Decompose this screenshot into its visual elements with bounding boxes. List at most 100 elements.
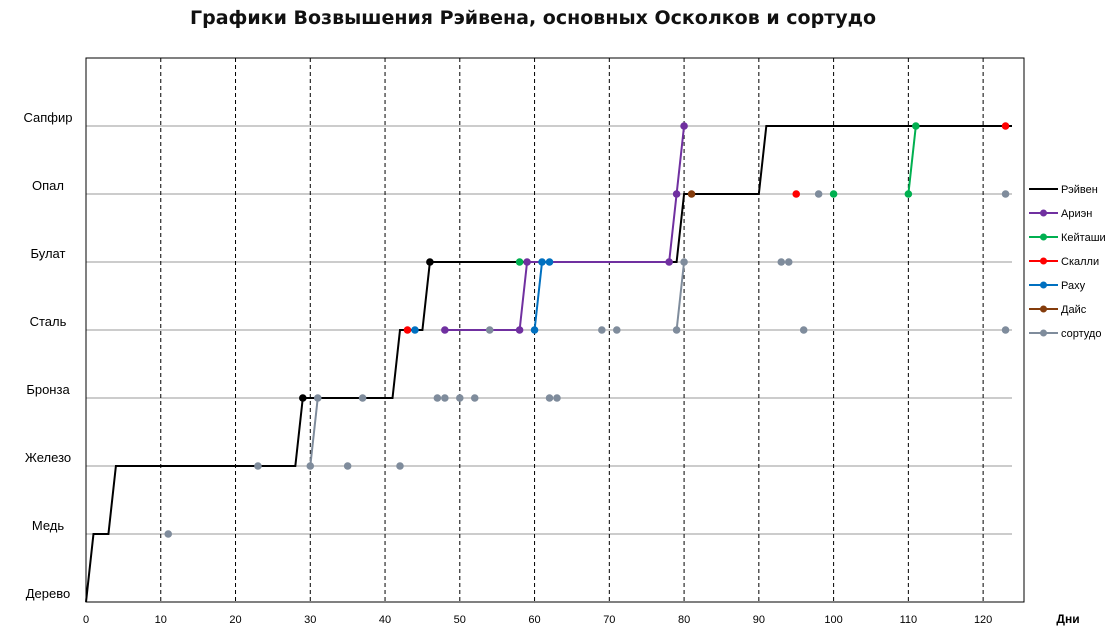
grid	[86, 58, 1012, 602]
series-Кейташи	[515, 122, 920, 266]
legend-label: Рэйвен	[1061, 184, 1098, 196]
data-point	[441, 326, 449, 334]
data-point	[680, 258, 688, 266]
data-point	[515, 326, 524, 334]
data-point	[470, 394, 479, 402]
data-point	[306, 462, 315, 470]
legend-marker	[1040, 209, 1047, 217]
legend-marker	[1040, 281, 1047, 289]
series-line	[675, 261, 686, 331]
y-tick-label: Бронза	[26, 382, 70, 397]
data-point	[441, 394, 449, 402]
y-tick-label: Опал	[32, 178, 64, 193]
y-tick-label: Медь	[32, 518, 65, 533]
data-point	[254, 462, 262, 470]
data-point	[665, 258, 673, 266]
x-tick-label: 120	[974, 614, 992, 626]
data-point	[814, 190, 823, 198]
data-point	[299, 394, 307, 402]
data-point	[687, 190, 696, 198]
x-tick-label: 80	[678, 614, 690, 626]
data-point	[612, 326, 621, 334]
data-point	[545, 258, 554, 266]
x-axis-label: Дни	[1056, 612, 1079, 626]
y-tick-label: Булат	[31, 246, 66, 261]
legend: Рэйвен Ариэн Кейташи Скалли Раху Дайс сортудо	[1029, 184, 1106, 340]
y-tick-label: Сапфир	[24, 110, 73, 125]
data-point	[403, 326, 412, 334]
x-tick-label: 40	[379, 614, 391, 626]
legend-item: Скалли	[1029, 256, 1099, 268]
series-line	[533, 261, 544, 331]
x-tick-label: 60	[528, 614, 540, 626]
data-point	[164, 530, 173, 538]
data-point	[792, 190, 801, 198]
legend-item: сортудо	[1029, 328, 1101, 340]
data-point	[433, 394, 442, 402]
y-tick-label: Железо	[25, 450, 71, 465]
data-point	[672, 190, 681, 198]
legend-marker	[1040, 257, 1047, 265]
legend-item: Рэйвен	[1029, 184, 1098, 196]
series-line	[907, 125, 917, 195]
series-Ариэн	[441, 122, 688, 334]
data-point	[904, 190, 913, 198]
data-point	[545, 394, 554, 402]
series-layer	[85, 122, 1012, 603]
legend-label: Ариэн	[1061, 208, 1092, 220]
data-point	[523, 258, 531, 266]
plot-area-border	[85, 57, 1025, 603]
data-point	[396, 462, 404, 470]
data-point	[784, 258, 793, 266]
legend-item: Дайс	[1029, 304, 1087, 316]
legend-item: Кейташи	[1029, 232, 1106, 244]
data-point	[485, 326, 494, 334]
data-point	[777, 258, 786, 266]
series-Рэйвен	[85, 125, 1012, 603]
data-point	[530, 326, 539, 334]
legend-label: Скалли	[1061, 256, 1099, 268]
series-Раху	[411, 258, 554, 334]
legend-marker	[1040, 329, 1047, 337]
x-tick-label: 90	[753, 614, 765, 626]
x-tick-label: 110	[900, 614, 918, 626]
x-tick-label: 20	[229, 614, 241, 626]
y-tick-label: Сталь	[30, 314, 67, 329]
data-point	[680, 122, 688, 130]
legend-item: Ариэн	[1029, 208, 1092, 220]
legend-label: Раху	[1061, 280, 1086, 292]
legend-label: Кейташи	[1061, 232, 1106, 244]
x-tick-label: 30	[304, 614, 316, 626]
data-point	[598, 326, 606, 334]
series-line	[85, 125, 1012, 603]
x-tick-label: 0	[83, 614, 89, 626]
data-point	[456, 394, 464, 402]
data-point	[358, 394, 367, 402]
chart-title: Графики Возвышения Рэйвена, основных Оск…	[190, 7, 876, 29]
data-point	[672, 326, 681, 334]
series-сортудо	[164, 190, 1010, 538]
x-tick-label: 100	[824, 614, 842, 626]
data-point	[912, 122, 920, 130]
data-point	[343, 462, 352, 470]
data-point	[1001, 190, 1010, 198]
series-Скалли	[403, 122, 1010, 334]
data-point	[515, 258, 524, 266]
x-tick-label: 70	[603, 614, 615, 626]
data-point	[411, 326, 419, 334]
legend-marker	[1040, 233, 1047, 241]
y-tick-label: Дерево	[26, 586, 70, 601]
data-point	[799, 326, 808, 334]
y-axis-labels: Дерево Медь Железо Бронза Сталь Булат Опал Сапф…	[24, 110, 73, 601]
data-point	[553, 394, 561, 402]
x-axis-ticks: 0 10 20 30 40 50 60 70 80 90 100 110 120	[83, 614, 992, 626]
legend-marker	[1040, 305, 1047, 313]
legend-item: Раху	[1029, 280, 1086, 292]
series-Дайс	[687, 190, 696, 198]
series-line	[444, 125, 686, 331]
data-point	[313, 394, 322, 402]
data-point	[538, 258, 546, 266]
legend-label: сортудо	[1061, 328, 1101, 340]
series-line	[309, 397, 319, 467]
